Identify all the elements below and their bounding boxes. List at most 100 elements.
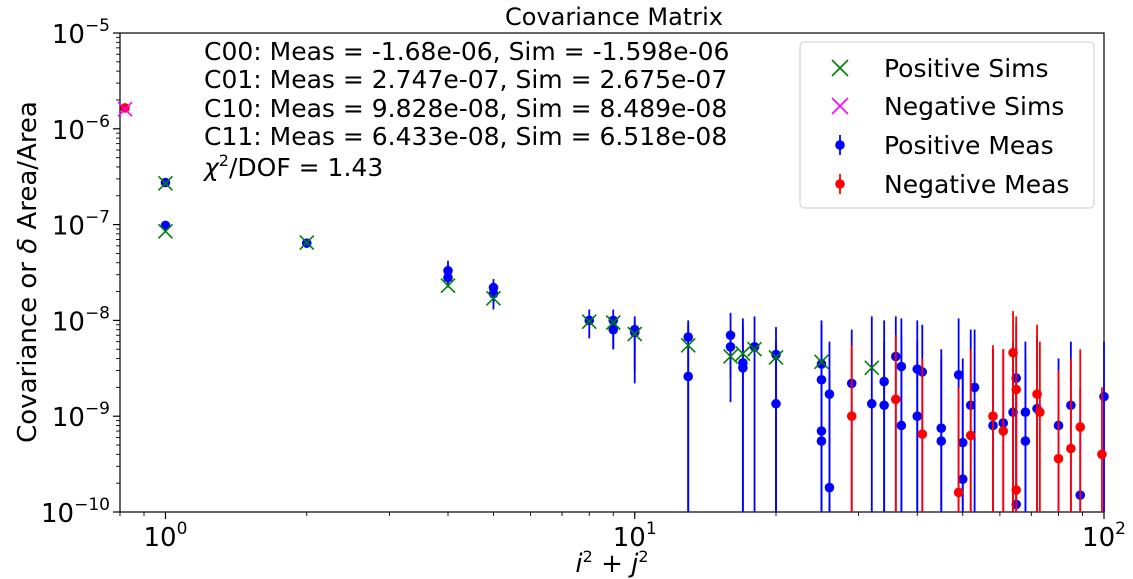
positive-meas-point <box>953 370 964 380</box>
positive-sims-marker <box>157 175 174 191</box>
positive-meas-point <box>912 411 923 422</box>
negative-meas-point <box>953 487 964 498</box>
chart-title: Covariance Matrix <box>505 3 723 31</box>
negative-meas-point <box>988 411 998 422</box>
legend-markers <box>831 59 849 194</box>
plot-frame <box>119 32 1105 513</box>
y-tick-label-5-base: 10 <box>52 20 85 50</box>
fit-annotations: C00: Meas = -1.68e-06, Sim = -1.598e-06 … <box>202 37 729 182</box>
negative-meas-point <box>120 103 130 113</box>
legend-marker-3 <box>835 174 845 194</box>
negative-sims-marker <box>117 101 133 117</box>
y-axis-label-prefix: Covariance or <box>13 254 43 443</box>
x-tick-label-2-base: 10 <box>1082 523 1115 553</box>
y-tick-label-2-base: 10 <box>52 307 85 337</box>
y-tick-label-1: 10−9 <box>52 399 110 433</box>
positive-meas-point <box>824 482 835 493</box>
positive-meas-point <box>816 436 827 446</box>
positive-sims-marker <box>605 314 621 331</box>
positive-meas-point <box>488 288 499 299</box>
x-tick-label-1: 101 <box>613 519 657 553</box>
chi-rest: /DOF = 1.43 <box>229 153 383 182</box>
x-tick-label-2: 102 <box>1082 519 1126 553</box>
positive-meas-point <box>771 398 781 409</box>
y-tick-label-3-base: 10 <box>52 212 85 242</box>
positive-meas-point <box>584 315 595 326</box>
legend-label-negative-meas: Negative Meas <box>884 170 1069 199</box>
positive-meas-point <box>879 400 889 411</box>
positive-meas-point <box>866 398 877 409</box>
y-tick-label-4: 10−6 <box>52 112 110 146</box>
x-tick-label-0: 100 <box>144 519 188 553</box>
positive-meas-point <box>957 437 968 448</box>
legend: Positive Sims Negative Sims Positive Mea… <box>799 41 1095 209</box>
negative-meas-point <box>1075 422 1086 432</box>
annotation-c11: C11: Meas = 6.433e-08, Sim = 6.518e-08 <box>204 122 727 151</box>
negative-meas-point <box>1053 453 1064 464</box>
positive-sims-marker <box>864 360 880 376</box>
positive-meas-point <box>443 272 453 283</box>
annotation-c01: C01: Meas = 2.747e-07, Sim = 2.675e-07 <box>204 65 727 94</box>
y-axis-label-suffix: Area/Area <box>13 101 43 238</box>
positive-sims-marker <box>722 348 739 365</box>
y-tick-label-5: 10−5 <box>52 16 110 50</box>
y-tick-label-2-exponent: −8 <box>85 303 110 323</box>
y-tick-label-0-exponent: −10 <box>74 495 110 515</box>
positive-meas-point <box>969 382 980 393</box>
x-axis-label: i2 + j2 <box>575 547 648 579</box>
positive-sims-marker <box>440 278 456 294</box>
y-tick-label-3-exponent: −7 <box>85 208 110 228</box>
chi-superscript: 2 <box>219 151 229 170</box>
positive-meas-point <box>1020 436 1031 446</box>
positive-sims-marker <box>813 354 830 370</box>
y-tick-label-3: 10−7 <box>52 208 110 242</box>
legend-box <box>799 41 1095 209</box>
x-tick-label-0-base: 10 <box>144 523 177 553</box>
positive-meas-point <box>725 342 736 352</box>
annotation-c00: C00: Meas = -1.68e-06, Sim = -1.598e-06 <box>204 37 729 66</box>
positive-sims-marker <box>299 234 315 251</box>
positive-meas-point <box>749 342 760 352</box>
y-tick-label-0: 10−10 <box>41 495 110 529</box>
legend-marker-0 <box>831 59 849 77</box>
positive-sims-marker <box>581 314 597 330</box>
y-tick-label-2: 10−8 <box>52 303 110 337</box>
data-marks <box>117 101 1109 512</box>
annotation-c10: C10: Meas = 9.828e-08, Sim = 8.489e-08 <box>204 94 727 123</box>
negative-meas-point <box>965 430 976 441</box>
positive-meas-point <box>936 436 947 446</box>
y-tick-label-4-base: 10 <box>52 116 85 146</box>
negative-meas-point <box>998 426 1009 436</box>
negative-meas-point <box>1066 443 1076 454</box>
positive-sims-marker <box>768 349 784 366</box>
negative-meas-point <box>917 429 928 439</box>
negative-meas-point <box>1011 485 1022 495</box>
positive-sims-marker <box>735 346 751 362</box>
x-tick-label-0-exponent: 0 <box>177 519 188 539</box>
positive-meas-point <box>608 324 619 335</box>
x-tick-label-1-base: 10 <box>613 523 646 553</box>
y-axis-label-delta: δ <box>13 238 43 254</box>
positive-meas-point <box>1099 391 1109 402</box>
positive-meas-point <box>629 327 640 338</box>
y-axis-label: Covariance or δ Area/Area <box>13 101 43 443</box>
positive-sims-marker <box>157 223 174 239</box>
negative-meas-point <box>890 394 901 405</box>
y-tick-label-0-base: 10 <box>41 499 74 529</box>
x-tick-label-2-exponent: 2 <box>1115 519 1126 539</box>
positive-sims-marker <box>746 341 763 357</box>
positive-sims-marker <box>485 290 502 306</box>
negative-meas-point <box>846 411 857 422</box>
legend-marker-1 <box>831 97 849 115</box>
positive-meas-point <box>683 371 694 382</box>
positive-sims-marker <box>627 326 643 342</box>
y-tick-label-1-base: 10 <box>52 403 85 433</box>
negative-meas-point <box>1035 407 1045 418</box>
y-tick-label-4-exponent: −6 <box>85 112 110 132</box>
x-tick-label-1-exponent: 1 <box>646 519 657 539</box>
positive-meas-point <box>896 420 907 431</box>
chi-symbol: χ <box>202 153 220 182</box>
